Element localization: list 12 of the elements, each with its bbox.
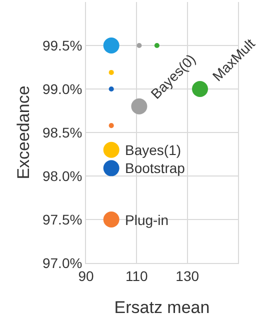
series-label: Bootstrap <box>125 160 186 176</box>
y-axis-title: Exceedance <box>14 86 34 180</box>
y-tick-label: 98.0% <box>42 168 82 184</box>
series-label: Plug-in <box>125 212 169 228</box>
y-tick-label: 99.0% <box>42 80 82 97</box>
y-tick-label: 98.5% <box>42 124 82 140</box>
x-axis-title: Ersatz mean <box>114 298 210 317</box>
x-tick-label: 130 <box>176 268 200 284</box>
series-label: Bayes(1) <box>125 142 182 158</box>
y-tick-label: 97.5% <box>42 211 82 228</box>
x-tick-label: 110 <box>126 268 148 284</box>
y-tick-label: 99.5% <box>42 37 82 54</box>
